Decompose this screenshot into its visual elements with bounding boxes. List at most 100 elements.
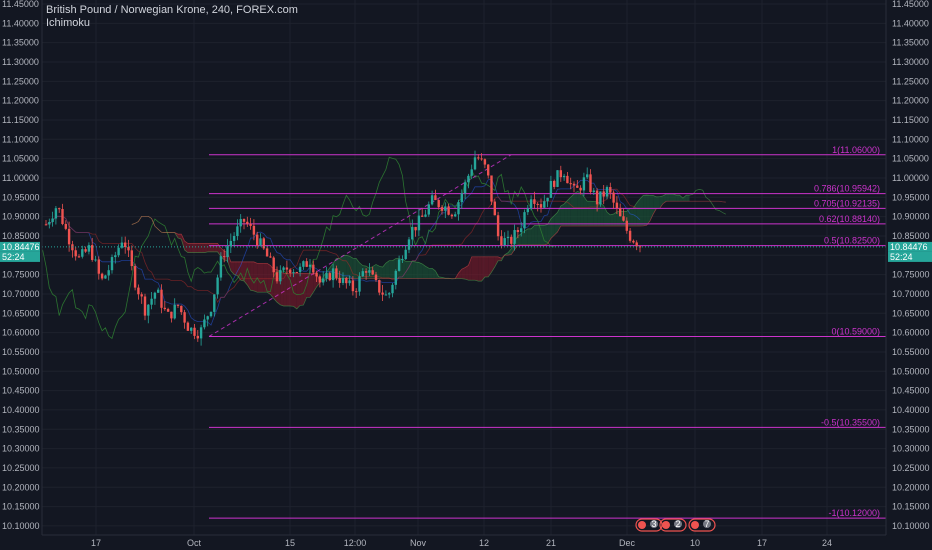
fib-retracement[interactable]: 1(11.06000) 0.786(10.95942) 0.705(10.92135…	[208, 145, 886, 519]
candle-body	[615, 202, 619, 209]
candle-body	[496, 215, 500, 237]
indicator-name[interactable]: Ichimoku	[46, 17, 91, 29]
y-tick-label-right: 10.40000	[892, 405, 930, 415]
candle-body	[302, 261, 305, 267]
candle-body	[427, 204, 430, 215]
candle-body	[213, 294, 216, 312]
candle-body	[180, 305, 183, 313]
event-flag-icon	[662, 521, 670, 529]
cloud-segment	[346, 255, 350, 279]
y-tick-label-right: 10.85000	[892, 231, 930, 241]
fib-level-label: 0.786(10.95942)	[814, 184, 880, 194]
cloud-segment	[310, 273, 314, 298]
event-flag-icon	[691, 521, 699, 529]
cloud-segment	[524, 228, 528, 245]
candle-body	[553, 180, 556, 187]
cloud-segment	[682, 195, 687, 202]
y-tick-label-right: 11.00000	[892, 173, 929, 183]
candle-body	[582, 177, 586, 191]
candle-body	[388, 293, 391, 295]
cloud-segment	[521, 231, 525, 245]
candle-body	[193, 327, 196, 336]
candle-body	[308, 264, 312, 267]
candle-body	[285, 267, 289, 270]
cloud-segment	[517, 233, 522, 245]
candle-body	[483, 159, 487, 165]
candle-body	[236, 226, 239, 236]
candle-body	[133, 266, 137, 288]
cloud-segment	[597, 201, 601, 226]
candle-body	[599, 191, 602, 205]
candle-body	[549, 180, 553, 198]
x-tick-label: 10	[690, 538, 700, 548]
y-tick-label-right: 10.30000	[892, 444, 930, 454]
candle-body	[612, 192, 615, 203]
candle-body	[523, 212, 526, 229]
countdown-label-right-bg	[888, 251, 932, 262]
candle-body	[173, 304, 176, 319]
y-tick-label-left: 11.15000	[2, 115, 39, 125]
event-count-bubble	[674, 520, 682, 528]
cloud-segment	[191, 243, 195, 253]
symbol-title[interactable]: British Pound / Norwegian Krone, 240, FO…	[46, 4, 298, 16]
candle-body	[328, 273, 331, 281]
last-price-label-left-bg	[0, 241, 40, 252]
fib-level-label: 0.62(10.88140)	[819, 214, 880, 224]
fib-level-label: 0(10.59000)	[831, 326, 880, 336]
x-tick-label: Dec	[619, 538, 636, 548]
candle-body	[411, 226, 414, 240]
candle-body	[67, 228, 71, 245]
candle-body	[120, 242, 124, 248]
y-tick-label-right: 11.40000	[892, 18, 929, 28]
fib-trend-line	[208, 154, 512, 337]
y-tick-label-left: 10.45000	[2, 386, 40, 396]
cloud-segment	[461, 267, 466, 280]
candle-body	[457, 202, 460, 215]
candle-body	[143, 296, 147, 316]
candle-body	[493, 201, 496, 216]
candle-body	[430, 195, 434, 205]
cloud-segment	[286, 273, 291, 307]
candle-body	[437, 200, 440, 208]
y-tick-label-left: 10.50000	[2, 366, 40, 376]
candle-body	[503, 238, 506, 246]
candle-body	[51, 218, 54, 223]
cloud-segment	[498, 256, 502, 261]
candle-body	[147, 304, 150, 316]
left-axis-panel	[0, 0, 42, 550]
y-tick-label-right: 11.15000	[892, 115, 929, 125]
candle-body	[203, 319, 206, 328]
candle-body	[74, 250, 77, 257]
candle-body	[269, 256, 272, 258]
cloud-segment	[306, 273, 310, 298]
candle-body	[513, 230, 516, 244]
cloud-segment	[253, 261, 258, 293]
candle-body	[414, 226, 417, 231]
event-badge	[659, 518, 687, 532]
candle-body	[183, 312, 186, 323]
cloud-segment	[656, 196, 660, 209]
y-tick-label-left: 10.15000	[2, 502, 40, 512]
ichimoku-cloud	[131, 191, 690, 309]
y-tick-label-left: 10.90000	[2, 212, 40, 222]
x-tick-label: 21	[546, 538, 556, 548]
candle-body	[625, 220, 628, 231]
candle-body	[252, 225, 256, 235]
y-tick-label-left: 10.65000	[2, 308, 40, 318]
candle-body	[305, 261, 308, 267]
candle-body	[546, 197, 549, 202]
cloud-segment	[600, 203, 604, 226]
candle-body	[473, 157, 477, 170]
candle-body	[160, 289, 163, 308]
cloud-segment	[531, 225, 535, 245]
candle-body	[265, 248, 269, 257]
candle-body	[384, 294, 388, 296]
candle-body	[150, 298, 153, 305]
candle-body	[77, 256, 81, 258]
cloud-segment	[640, 195, 644, 226]
event-count: 2	[675, 519, 680, 529]
candle-body	[229, 240, 232, 247]
y-tick-label-left: 10.30000	[2, 444, 40, 454]
candle-body	[358, 276, 361, 292]
